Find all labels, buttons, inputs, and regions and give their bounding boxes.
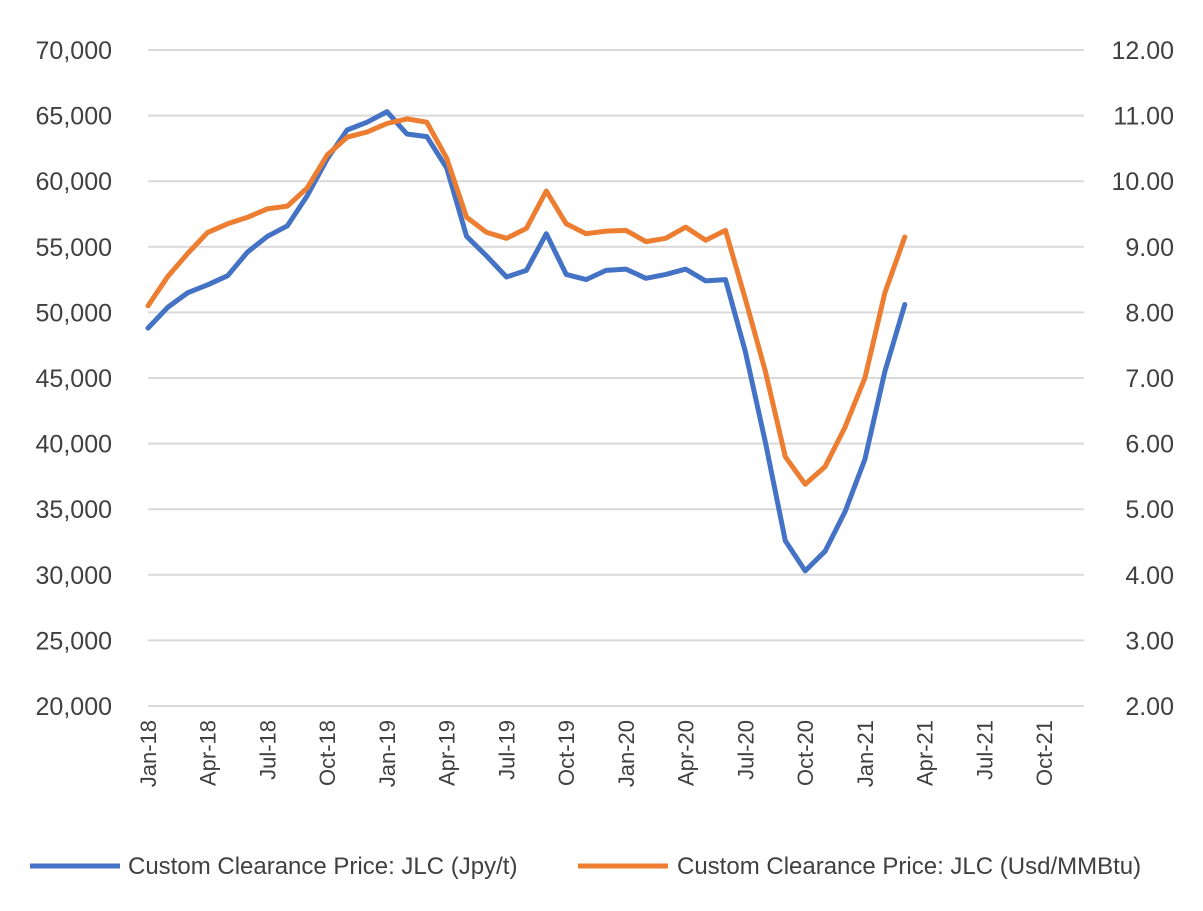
x-tick-label: Apr-21 [913,720,938,786]
right-tick-label: 3.00 [1125,627,1174,655]
left-tick-label: 30,000 [36,562,112,590]
series-line-jpy [145,109,908,574]
x-axis-ticks: Jan-18 Apr-18 Jul-18 Oct-18 Jan-19 Apr-19 Jul-… [136,720,1057,787]
x-tick-label: Jan-18 [136,720,161,787]
series-line-usd [145,116,908,487]
right-tick-label: 5.00 [1125,496,1174,524]
x-tick-label: Jan-21 [853,720,878,787]
left-tick-label: 55,000 [36,234,112,262]
right-tick-label: 7.00 [1125,365,1174,393]
x-tick-label: Oct-21 [1032,720,1057,786]
left-tick-label: 20,000 [36,693,112,721]
x-tick-label: Apr-18 [196,720,221,786]
left-tick-label: 50,000 [36,299,112,327]
right-tick-label: 8.00 [1125,299,1174,327]
left-tick-label: 65,000 [36,103,112,131]
right-tick-label: 2.00 [1125,693,1174,721]
legend-item-jpy[interactable]: Custom Clearance Price: JLC (Jpy/t) [30,853,517,880]
x-tick-label: Oct-19 [554,720,579,786]
x-tick-label: Jan-19 [375,720,400,787]
legend: Custom Clearance Price: JLC (Jpy/t) Cust… [30,853,1141,880]
x-tick-label: Apr-20 [674,720,699,786]
left-axis-ticks: 20,000 25,000 30,000 35,000 40,000 45,000 50,0… [36,37,112,721]
x-tick-label: Apr-19 [435,720,460,786]
left-tick-label: 40,000 [36,431,112,459]
right-tick-label: 9.00 [1125,234,1174,262]
left-tick-label: 35,000 [36,496,112,524]
legend-item-usd[interactable]: Custom Clearance Price: JLC (Usd/MMBtu) [578,853,1141,880]
left-tick-label: 70,000 [36,37,112,65]
right-tick-label: 6.00 [1125,431,1174,459]
left-tick-label: 60,000 [36,168,112,196]
right-tick-label: 12.00 [1111,37,1174,65]
series-lines [145,109,908,574]
x-tick-label: Jul-20 [733,720,758,780]
x-tick-label: Oct-20 [793,720,818,786]
x-tick-label: Jul-21 [972,720,997,780]
right-tick-label: 4.00 [1125,562,1174,590]
gridlines [148,49,1084,707]
left-tick-label: 45,000 [36,365,112,393]
right-axis-ticks: 2.00 3.00 4.00 5.00 6.00 7.00 8.00 9.00 10.00 11.… [1111,37,1174,721]
x-tick-label: Jan-20 [614,720,639,787]
x-tick-label: Jul-19 [494,720,519,780]
right-tick-label: 10.00 [1111,168,1174,196]
left-tick-label: 25,000 [36,627,112,655]
x-tick-label: Oct-18 [315,720,340,786]
legend-label-jpy: Custom Clearance Price: JLC (Jpy/t) [128,853,517,880]
right-tick-label: 11.00 [1113,103,1174,131]
legend-label-usd: Custom Clearance Price: JLC (Usd/MMBtu) [677,853,1141,880]
x-tick-label: Jul-18 [255,720,280,780]
